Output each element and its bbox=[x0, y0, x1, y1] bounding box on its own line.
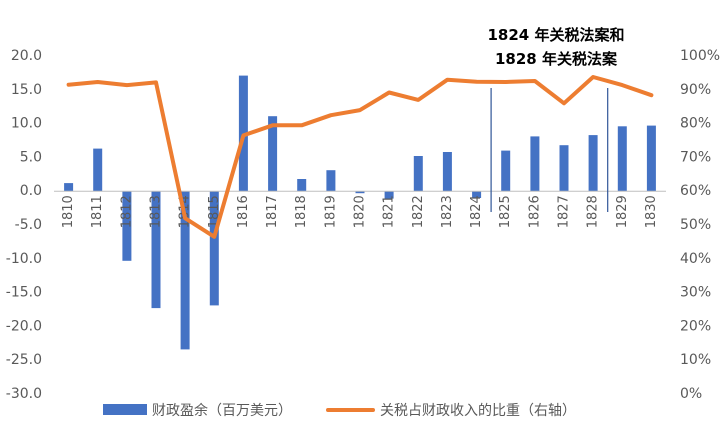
x-tick-label-1828: 1828 bbox=[586, 195, 601, 228]
bar-1824 bbox=[472, 191, 482, 198]
bar-1812 bbox=[122, 191, 132, 261]
x-tick-label-1824: 1824 bbox=[469, 195, 484, 228]
x-tick-label-1813: 1813 bbox=[149, 195, 164, 228]
line-path bbox=[66, 75, 654, 239]
bar-1830 bbox=[646, 125, 656, 192]
bar-1815 bbox=[209, 191, 219, 306]
bar-1829 bbox=[617, 126, 627, 192]
y-right-tick-40%: 40% bbox=[680, 251, 711, 267]
x-tick-label-1830: 1830 bbox=[644, 195, 659, 228]
y-right-tick-60%: 60% bbox=[680, 183, 711, 199]
y-right-tick-30%: 30% bbox=[680, 285, 711, 301]
y-left-tick--25.0: -25.0 bbox=[6, 352, 42, 368]
y-right-tick-100%: 100% bbox=[680, 48, 720, 64]
x-tick-label-1811: 1811 bbox=[90, 195, 105, 228]
x-tick-label-1826: 1826 bbox=[527, 195, 542, 228]
y-right-tick-90%: 90% bbox=[680, 82, 711, 98]
bar-1810 bbox=[64, 183, 74, 192]
x-tick-label-1825: 1825 bbox=[498, 195, 513, 228]
y-right-tick-80%: 80% bbox=[680, 116, 711, 132]
bar-1819 bbox=[326, 170, 336, 192]
x-tick-label-1821: 1821 bbox=[382, 195, 397, 228]
x-tick-label-1816: 1816 bbox=[236, 195, 251, 228]
y-right-tick-20%: 20% bbox=[680, 318, 711, 334]
legend: 财政盈余（百万美元） 关税占财政收入的比重（右轴） bbox=[103, 402, 576, 419]
bar-1821 bbox=[384, 191, 394, 199]
y-right-tick-50%: 50% bbox=[680, 217, 711, 233]
right-axis-tick-labels: 100% 90% 80% 70% 60% 50% 40% 30% 20% 10% 0% bbox=[680, 48, 720, 402]
annotation-markers bbox=[490, 88, 609, 212]
legend-label-line: 关税占财政收入的比重（右轴） bbox=[380, 403, 576, 419]
bar-1818 bbox=[297, 179, 307, 192]
y-left-tick-0.0: 0.0 bbox=[20, 183, 42, 199]
x-tick-label-1819: 1819 bbox=[323, 195, 338, 228]
x-tick-label-1812: 1812 bbox=[119, 195, 134, 228]
y-right-tick-10%: 10% bbox=[680, 352, 711, 368]
y-left-tick-20.0: 20.0 bbox=[11, 48, 42, 64]
x-tick-label-1817: 1817 bbox=[265, 195, 280, 228]
annotation-text: 1824 年关税法案和 1828 年关税法案 bbox=[488, 26, 625, 68]
line-series bbox=[66, 75, 654, 239]
y-left-tick-5.0: 5.0 bbox=[20, 149, 42, 165]
bar-1813 bbox=[151, 191, 161, 309]
x-tick-label-1818: 1818 bbox=[294, 195, 309, 228]
y-left-tick--30.0: -30.0 bbox=[6, 386, 42, 402]
x-tick-label-1829: 1829 bbox=[615, 195, 630, 228]
x-tick-label-1823: 1823 bbox=[440, 195, 455, 228]
bar-1811 bbox=[93, 148, 103, 192]
bar-1822 bbox=[413, 156, 423, 192]
y-left-tick--5.0: -5.0 bbox=[15, 217, 42, 233]
left-axis-tick-labels: 20.0 15.0 10.0 5.0 0.0 -5.0 -10.0 -15.0 -20.0 -25… bbox=[6, 48, 42, 402]
bar-1825 bbox=[501, 150, 511, 192]
y-right-tick-0%: 0% bbox=[680, 386, 702, 402]
x-tick-label-1820: 1820 bbox=[353, 195, 368, 228]
bar-1828 bbox=[588, 135, 598, 192]
legend-swatch-bar bbox=[103, 404, 147, 415]
y-left-tick--15.0: -15.0 bbox=[6, 285, 42, 301]
y-left-tick--20.0: -20.0 bbox=[6, 318, 42, 334]
legend-label-bar: 财政盈余（百万美元） bbox=[152, 402, 292, 419]
x-tick-label-1810: 1810 bbox=[61, 195, 76, 228]
bar-1826 bbox=[530, 136, 540, 192]
y-left-tick--10.0: -10.0 bbox=[6, 251, 42, 267]
bar-1823 bbox=[442, 152, 452, 192]
bar-1814 bbox=[180, 191, 190, 350]
annotation-line-2: 1828 年关税法案 bbox=[495, 50, 618, 68]
bar-1820 bbox=[355, 191, 365, 194]
bar-1827 bbox=[559, 145, 569, 192]
x-tick-labels: 1810 1811 1812 1813 1814 1815 1816 1817 1818 1819… bbox=[61, 195, 659, 228]
bar-1817 bbox=[268, 116, 278, 192]
y-left-tick-10.0: 10.0 bbox=[11, 116, 42, 132]
y-right-tick-70%: 70% bbox=[680, 149, 711, 165]
y-left-tick-15.0: 15.0 bbox=[11, 82, 42, 98]
annotation-line-1: 1824 年关税法案和 bbox=[488, 26, 625, 44]
x-tick-label-1822: 1822 bbox=[411, 195, 426, 228]
x-tick-label-1827: 1827 bbox=[557, 195, 572, 228]
